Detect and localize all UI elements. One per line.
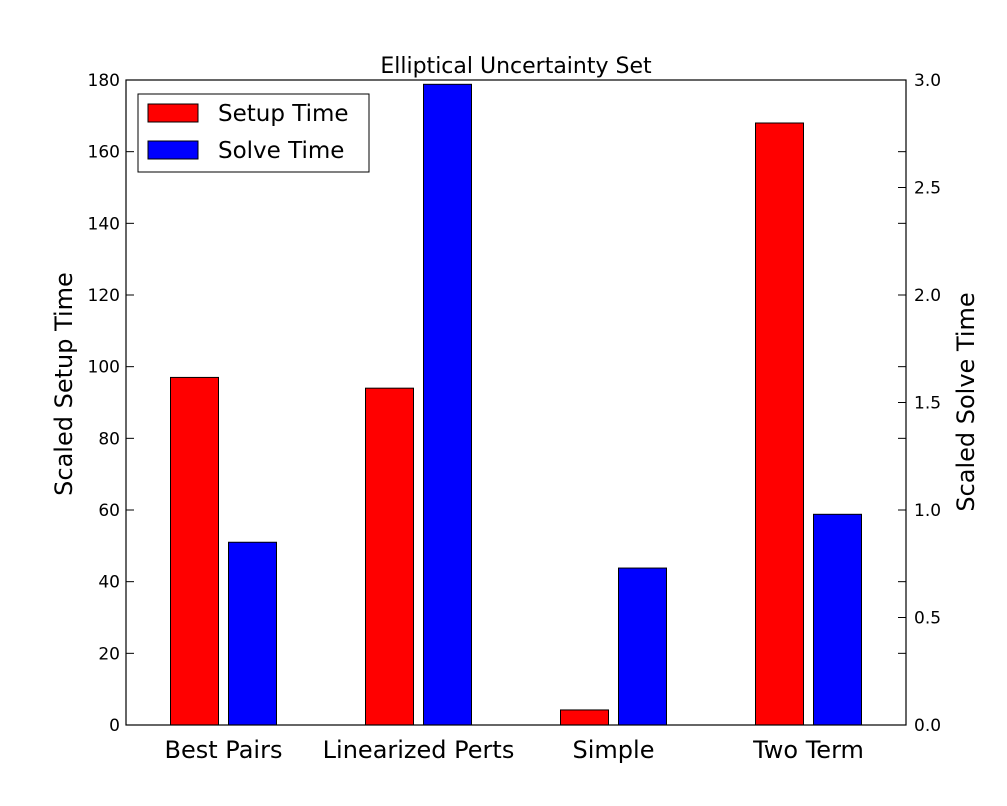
tick-label-left: 120 [88,286,120,306]
y-axis-label-left: Scaled Setup Time [50,272,78,496]
tick-label-right: 1.5 [914,394,941,414]
right-axis-ticks: 0.0 0.5 1.0 1.5 2.0 2.5 3.0 [898,71,941,736]
tick-label-left: 160 [88,143,120,163]
y-axis-label-right: Scaled Solve Time [952,292,980,511]
legend-swatch-solve-time [147,140,199,160]
tick-label-right: 1.0 [914,501,941,521]
tick-label-right: 2.0 [914,286,941,306]
bar-setup-time-best-pairs [170,376,219,726]
tick-label-left: 20 [98,644,120,664]
category-label-linearized-perts: Linearized Perts [323,736,515,764]
tick-label-right: 0.5 [914,609,941,629]
bar-setup-time-two-term [755,122,804,726]
bar-solve-time-simple [618,567,667,726]
tick-label-left: 0 [109,716,120,736]
category-label-simple: Simple [573,736,655,764]
tick-label-left: 60 [98,501,120,521]
category-label-best-pairs: Best Pairs [165,736,283,764]
bar-setup-time-linearized-perts [365,387,414,726]
tick-label-left: 80 [98,429,120,449]
category-label-two-term: Two Term [752,736,864,764]
legend-label-setup-time: Setup Time [218,101,349,127]
legend-label-solve-time: Solve Time [218,138,344,164]
tick-label-right: 0.0 [914,716,941,736]
tick-label-right: 3.0 [914,71,941,91]
legend-swatch-setup-time [147,103,199,123]
tick-label-left: 140 [88,214,120,234]
tick-label-left: 100 [88,358,120,378]
category-labels: Best Pairs Linearized Perts Simple Two Term [165,736,864,764]
tick-label-right: 2.5 [914,179,941,199]
bar-solve-time-two-term [813,513,862,726]
bar-setup-time-simple [560,709,609,726]
tick-label-left: 40 [98,573,120,593]
bars-group [170,83,862,726]
tick-label-left: 180 [88,71,120,91]
bar-solve-time-linearized-perts [423,83,472,726]
bar-solve-time-best-pairs [228,541,277,726]
left-axis-ticks: 0 20 40 60 80 100 120 140 160 180 [88,71,906,736]
legend: Setup Time Solve Time [137,93,370,173]
chart-title: Elliptical Uncertainty Set [380,54,652,79]
